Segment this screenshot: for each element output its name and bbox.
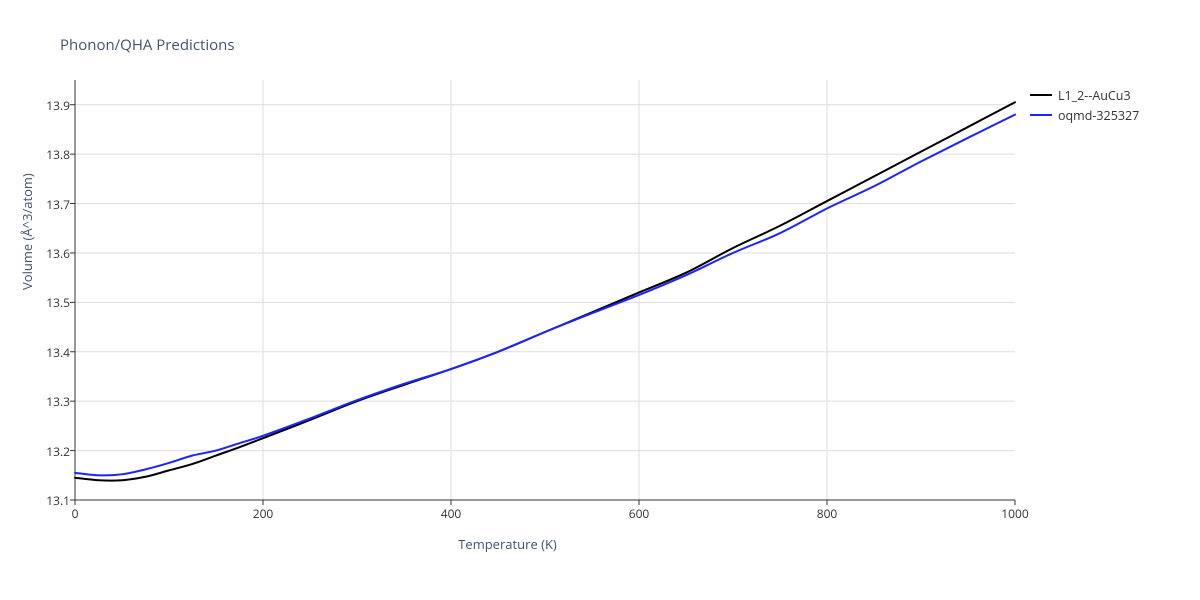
legend-swatch bbox=[1030, 94, 1052, 96]
y-tick-label: 13.3 bbox=[10, 393, 70, 410]
y-tick-label: 13.1 bbox=[10, 492, 70, 509]
x-tick-label: 1000 bbox=[985, 505, 1045, 522]
x-axis-label: Temperature (K) bbox=[0, 535, 1015, 553]
y-tick-label: 13.6 bbox=[10, 245, 70, 262]
x-tick-label: 600 bbox=[609, 505, 669, 522]
legend: L1_2--AuCu3 oqmd-325327 bbox=[1030, 85, 1139, 125]
y-tick-label: 13.4 bbox=[10, 344, 70, 361]
chart-container: Phonon/QHA Predictions Volume (Å^3/atom)… bbox=[0, 0, 1200, 600]
y-tick-label: 13.7 bbox=[10, 196, 70, 213]
legend-item[interactable]: L1_2--AuCu3 bbox=[1030, 85, 1139, 105]
series-line bbox=[75, 102, 1015, 480]
plot-svg bbox=[75, 80, 1015, 500]
chart-title: Phonon/QHA Predictions bbox=[60, 35, 235, 55]
legend-item[interactable]: oqmd-325327 bbox=[1030, 105, 1139, 125]
x-tick-label: 400 bbox=[421, 505, 481, 522]
y-tick-label: 13.8 bbox=[10, 146, 70, 163]
legend-swatch bbox=[1030, 114, 1052, 116]
y-tick-label: 13.9 bbox=[10, 97, 70, 114]
y-tick-label: 13.5 bbox=[10, 294, 70, 311]
plot-area bbox=[75, 80, 1015, 500]
series-line bbox=[75, 115, 1015, 476]
y-tick-label: 13.2 bbox=[10, 443, 70, 460]
x-tick-label: 200 bbox=[233, 505, 293, 522]
x-tick-label: 800 bbox=[797, 505, 857, 522]
y-axis-label: Volume (Å^3/atom) bbox=[18, 173, 36, 290]
legend-label: L1_2--AuCu3 bbox=[1058, 87, 1131, 104]
legend-label: oqmd-325327 bbox=[1058, 107, 1139, 124]
